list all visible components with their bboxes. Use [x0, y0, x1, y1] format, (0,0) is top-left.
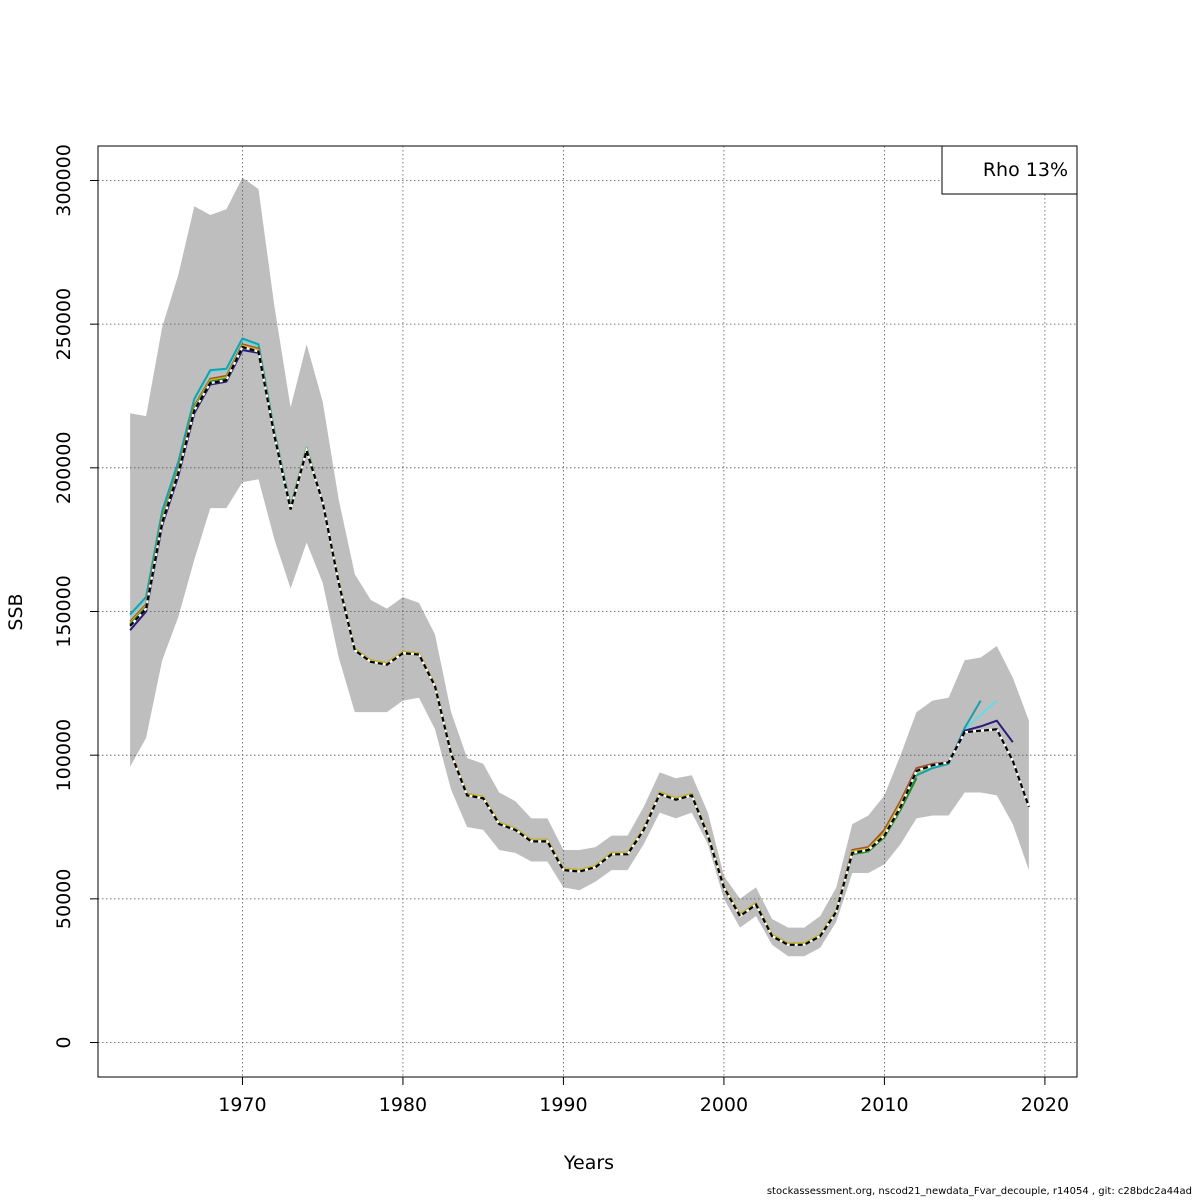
- y-tick-label: 50000: [53, 869, 75, 929]
- legend-frame: [941, 145, 1078, 195]
- y-tick-label: 150000: [53, 575, 75, 648]
- footer-credit: stockassessment.org, nscod21_newdata_Fva…: [766, 1186, 1192, 1197]
- axes: 1970 1980 1990 2000 2010 2020 0 50000 100000 1500…: [53, 144, 1078, 1116]
- legend-box: Rho 13%: [941, 145, 1078, 195]
- x-tick-label: 1980: [379, 1094, 427, 1116]
- y-tick-label: 0: [53, 1036, 75, 1048]
- confidence-band-layer: [130, 177, 1029, 957]
- y-tick-label: 200000: [53, 432, 75, 505]
- y-axis-label: SSB: [5, 593, 27, 630]
- legend-rho-text: Rho 13%: [983, 159, 1068, 181]
- series-layer: [129, 337, 1030, 946]
- y-tick-label: 300000: [53, 144, 75, 217]
- series-line-7: [129, 345, 1030, 946]
- x-tick-label: 1970: [218, 1094, 266, 1116]
- x-tick-label: 1990: [539, 1094, 587, 1116]
- x-tick-label: 2010: [860, 1094, 908, 1116]
- gridlines: [98, 146, 1077, 1077]
- x-tick-label: 2000: [700, 1094, 748, 1116]
- x-tick-label: 2020: [1021, 1094, 1069, 1116]
- confidence-band: [130, 177, 1029, 957]
- y-tick-label: 250000: [53, 288, 75, 361]
- y-tick-label: 100000: [53, 719, 75, 792]
- x-axis-label: Years: [563, 1152, 614, 1174]
